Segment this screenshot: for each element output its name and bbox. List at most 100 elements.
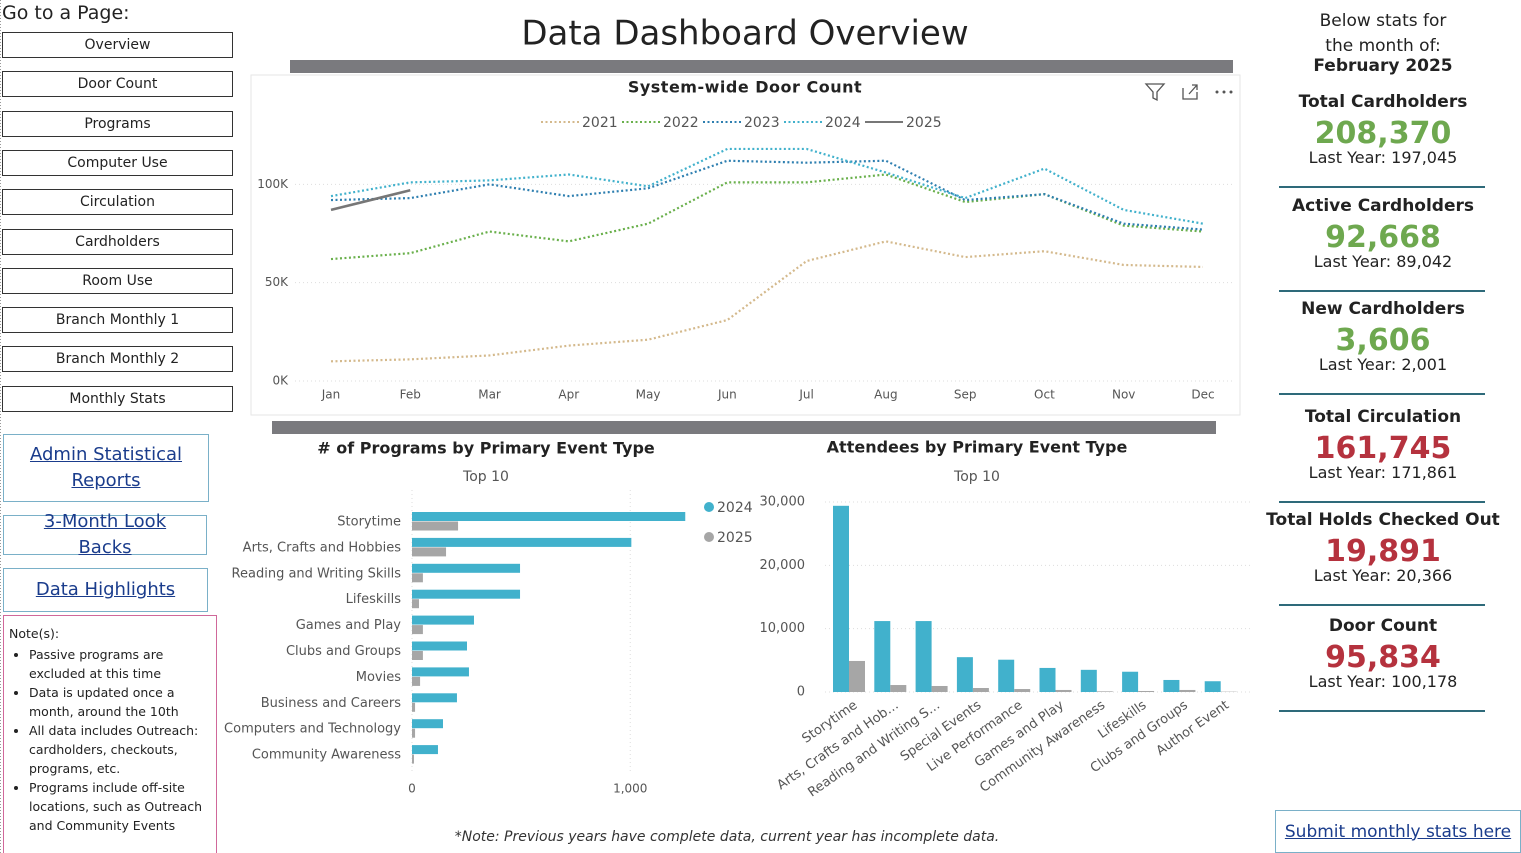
bar (412, 693, 457, 703)
line-series (330, 240, 1203, 363)
bar (412, 573, 423, 583)
bar (412, 641, 467, 651)
legend-label: 2025 (717, 530, 753, 546)
bar (915, 621, 932, 692)
card-last: Last Year: 20,366 (1313, 566, 1453, 585)
report-link[interactable]: Data Highlights (3, 568, 208, 612)
notes-list: Passive programs are excluded at this ti… (9, 645, 212, 835)
card-value: 161,745 (1314, 431, 1452, 466)
card-divider (1279, 186, 1485, 188)
nav-button[interactable]: Room Use (2, 267, 233, 294)
report-link[interactable]: 3-Month Look Backs (3, 511, 207, 558)
card-last: Last Year: 100,178 (1308, 672, 1458, 691)
nav-button[interactable]: Circulation (2, 189, 233, 216)
y-tick-label: 30,000 (760, 495, 806, 510)
more-icon[interactable] (1215, 90, 1233, 94)
focus-icon[interactable] (1182, 84, 1198, 100)
legend-dot (704, 502, 714, 512)
bar (412, 615, 474, 625)
y-tick-label: Arts, Crafts and Hobbies (243, 540, 402, 555)
bar (412, 521, 459, 531)
stats-month: February 2025 (1313, 56, 1453, 76)
bar (1055, 689, 1072, 692)
x-tick-label: Author Event (1154, 698, 1232, 759)
card-label: New Cardholders (1301, 299, 1465, 319)
legend-label: 2024 (825, 115, 861, 131)
y-tick-label: Games and Play (296, 618, 402, 633)
x-tick-label: Jan (321, 388, 341, 402)
bar (1039, 667, 1056, 692)
notes-box: Note(s): Passive programs are excluded a… (3, 615, 217, 853)
card-divider (1279, 710, 1485, 712)
nav-button[interactable]: Cardholders (2, 228, 233, 255)
nav-button[interactable]: Computer Use (2, 149, 233, 176)
nav-button[interactable]: Branch Monthly 2 (2, 346, 233, 373)
chart-subtitle: Top 10 (462, 469, 509, 485)
card-label: Total Cardholders (1298, 92, 1468, 112)
chart-title: # of Programs by Primary Event Type (317, 439, 655, 458)
bar (1122, 671, 1139, 692)
filter-icon[interactable] (1144, 83, 1166, 102)
card-label: Total Holds Checked Out (1266, 510, 1500, 530)
y-tick-label: 0 (797, 685, 805, 700)
bar (412, 754, 414, 764)
bar (412, 651, 423, 660)
card-divider (1279, 393, 1485, 395)
bar (412, 745, 438, 755)
card-value: 95,834 (1325, 640, 1441, 675)
card-last: Last Year: 171,861 (1308, 463, 1458, 482)
footnote: *Note: Previous years have complete data… (455, 829, 1000, 845)
card-label: Active Cardholders (1291, 196, 1475, 216)
report-link[interactable]: Admin Statistical Reports (3, 434, 209, 502)
header-bar (290, 60, 1233, 73)
y-tick-label: Computers and Technology (224, 722, 401, 737)
nav-button[interactable]: Branch Monthly 1 (2, 307, 233, 334)
bar (1163, 679, 1180, 692)
card-last: Last Year: 89,042 (1313, 252, 1453, 271)
y-tick-label: Reading and Writing Skills (232, 566, 402, 581)
chart-title: System-wide Door Count (628, 78, 862, 97)
nav-button[interactable]: Overview (2, 32, 233, 58)
card-divider (1279, 501, 1485, 503)
y-tick-label: 50K (265, 275, 289, 289)
note-item: Passive programs are excluded at this ti… (29, 645, 212, 683)
y-tick-label: Community Awareness (252, 748, 401, 763)
card-last: Last Year: 197,045 (1308, 148, 1458, 167)
nav-button[interactable]: Monthly Stats (2, 385, 233, 412)
bar (931, 685, 948, 692)
nav-button[interactable]: Programs (2, 110, 233, 137)
bar (412, 563, 521, 573)
y-tick-label: 10,000 (760, 621, 806, 636)
chart-title: Attendees by Primary Event Type (827, 438, 1128, 457)
bar (412, 676, 421, 686)
card-divider (1279, 604, 1485, 606)
bar (972, 688, 989, 692)
legend-dot (704, 532, 714, 542)
x-tick-label: Aug (874, 388, 897, 402)
bar (1179, 689, 1196, 692)
x-tick-label: Apr (558, 388, 579, 402)
note-item: Data is updated once a month, around the… (29, 683, 212, 721)
note-item: Programs include off-site locations, suc… (29, 778, 212, 835)
notes-title: Note(s): (9, 626, 60, 641)
card-last: Last Year: 2,001 (1318, 355, 1448, 374)
line-series (330, 159, 1204, 231)
bar (849, 660, 865, 692)
y-tick-label: Clubs and Groups (286, 644, 401, 659)
bar (874, 621, 891, 692)
x-tick-label: Mar (478, 388, 501, 402)
nav-button[interactable]: Door Count (2, 71, 233, 98)
legend-label: 2024 (717, 500, 753, 516)
x-tick-label: Dec (1191, 388, 1214, 402)
bar (1204, 681, 1221, 692)
bar (956, 657, 973, 692)
x-tick-label: Feb (400, 388, 421, 402)
bar (1080, 669, 1097, 692)
bar (412, 599, 419, 609)
bar (412, 667, 469, 677)
submit-link[interactable]: Submit monthly stats here (1275, 810, 1521, 853)
note-item: All data includes Outreach: cardholders,… (29, 721, 212, 778)
card-label: Door Count (1328, 616, 1438, 636)
